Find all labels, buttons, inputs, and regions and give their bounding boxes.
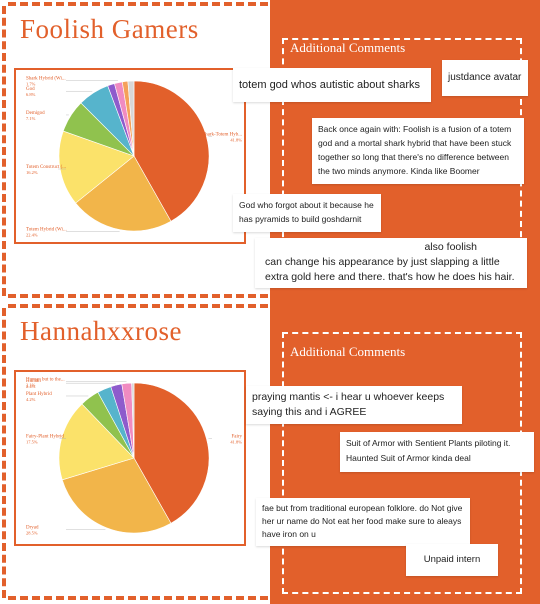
dashed-border-bottom bbox=[8, 596, 532, 600]
slice-label: Human bbox=[26, 379, 41, 384]
comment-note: also foolish can change his appearance b… bbox=[255, 238, 527, 288]
slice-percent: 6.8% bbox=[26, 92, 36, 97]
slice-percent: 1.7% bbox=[26, 82, 36, 87]
slice-label: Plant Hybrid bbox=[26, 392, 52, 397]
panel-title: Hannahxxrose bbox=[20, 316, 182, 346]
comment-note: Suit of Armor with Sentient Plants pilot… bbox=[340, 432, 534, 472]
pie-slice bbox=[58, 130, 135, 204]
slice-label: Shark-Totem Hyb... bbox=[202, 132, 242, 137]
slice-percent: 17.5% bbox=[26, 440, 38, 445]
slice-percent: 7.1% bbox=[26, 116, 36, 121]
pie-slice bbox=[131, 382, 135, 459]
dashed-border-bottom bbox=[8, 294, 532, 298]
slice-label: Fairy bbox=[231, 434, 242, 439]
comments-header: Additional Comments bbox=[290, 40, 406, 55]
pie-slice bbox=[58, 403, 135, 481]
comment-note: praying mantis <- i hear u whoever keeps… bbox=[246, 386, 462, 424]
pie-slice bbox=[127, 80, 135, 157]
slice-percent: 28.5% bbox=[26, 531, 38, 536]
pie-chart-card: Fairy 41.8% Dryad 28.5% Fairy-Plant Hybrid 17… bbox=[14, 370, 246, 546]
dashed-border-left bbox=[2, 308, 6, 598]
slice-label: Totem Construct (... bbox=[26, 165, 66, 170]
comment-note: fae but from traditional european folklo… bbox=[256, 498, 470, 546]
comment-note: God who forgot about it because he has p… bbox=[233, 194, 381, 232]
pie-chart-card: Shark-Totem Hyb... 41.8% Totem Hybrid (Wi.… bbox=[14, 68, 246, 244]
comment-note-line: also foolish bbox=[424, 241, 477, 253]
slice-percent: 16.2% bbox=[26, 170, 38, 175]
comments-header: Additional Comments bbox=[290, 344, 406, 359]
panel-foolish: Foolish Gamers Shark-Totem Hyb... 41.8% To… bbox=[0, 0, 540, 302]
comment-note: Unpaid intern bbox=[406, 544, 498, 576]
slice-label: Demigod bbox=[26, 111, 45, 116]
slice-label: Human but to the... bbox=[26, 377, 65, 382]
slice-label: Dryad bbox=[26, 526, 39, 531]
slice-percent: 41.8% bbox=[230, 439, 242, 444]
slice-percent: 22.4% bbox=[26, 233, 38, 238]
pie-slice bbox=[133, 382, 210, 524]
slice-label: God bbox=[26, 87, 35, 92]
slice-percent: 41.8% bbox=[230, 137, 242, 142]
comment-note: justdance avatar bbox=[442, 60, 528, 96]
pie-slice bbox=[75, 155, 172, 232]
slice-percent: 4.2% bbox=[26, 397, 36, 402]
slice-label: Fairy-Plant Hybrid bbox=[26, 435, 64, 440]
slice-label: Totem Hybrid (Wi... bbox=[26, 228, 67, 233]
panel-hannahxxrose: Hannahxxrose Fairy 41.8% Dryad 28.5% Fairy-P… bbox=[0, 302, 540, 604]
pie-chart: Shark-Totem Hyb...41.8% Totem Hybrid (Wi.… bbox=[26, 77, 242, 238]
slice-percent: 2.1% bbox=[26, 382, 36, 387]
dashed-border-top bbox=[8, 2, 532, 6]
slice-label: Shark Hybrid (Wi... bbox=[26, 77, 66, 82]
comment-note-line: can change his appearance by just slappi… bbox=[265, 256, 515, 283]
pie-slice bbox=[61, 457, 172, 534]
dashed-border-left bbox=[2, 6, 6, 296]
slice-percent: 2.4% bbox=[26, 384, 36, 389]
comment-note: Back once again with: Foolish is a fusio… bbox=[312, 118, 524, 184]
comment-note: totem god whos autistic about sharks bbox=[233, 68, 431, 102]
dashed-border-top bbox=[8, 304, 532, 308]
panel-title: Foolish Gamers bbox=[20, 14, 199, 44]
pie-slice bbox=[133, 80, 210, 222]
